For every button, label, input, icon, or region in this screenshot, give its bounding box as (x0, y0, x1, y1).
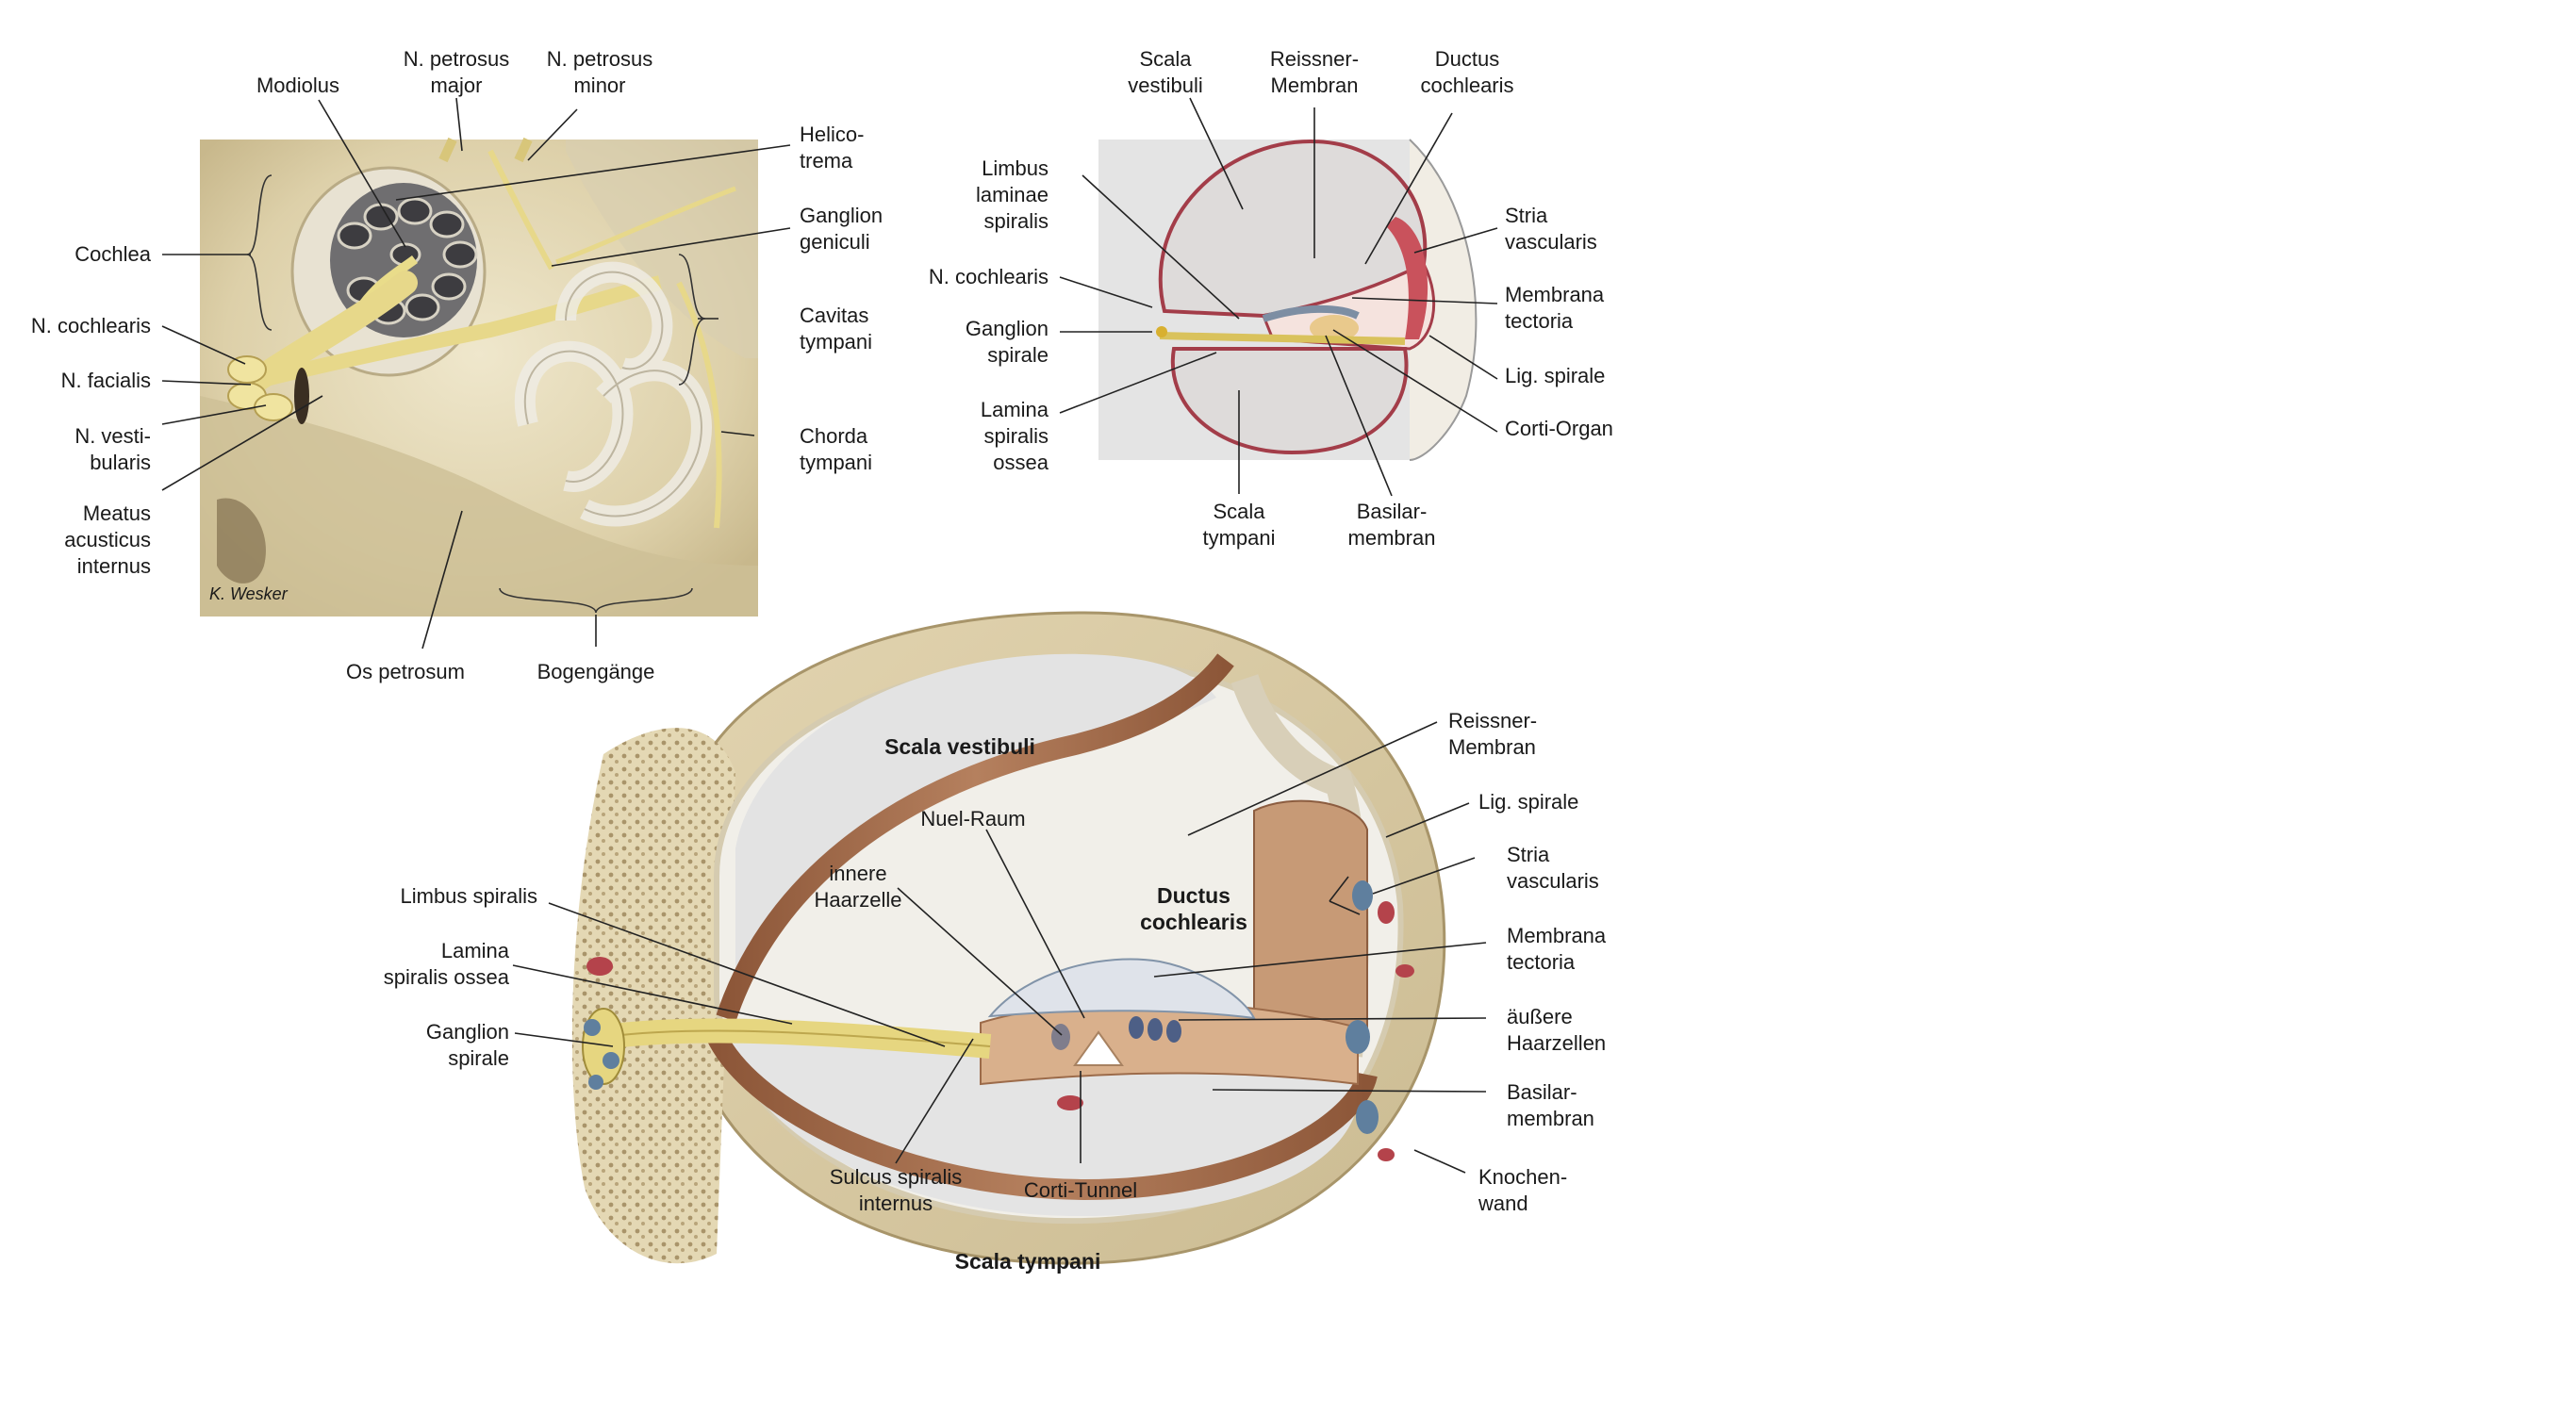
chorda-tympani-nerve (676, 281, 722, 529)
label-c-nuel-raum: Nuel-Raum (920, 807, 1025, 830)
label-os-petrosum: Os petrosum (346, 660, 465, 683)
bone-cavity (217, 498, 266, 584)
label-b-ganglion-spirale: Ganglion spirale (966, 317, 1049, 367)
ganglion-spirale-cells (582, 1008, 625, 1090)
schematic-scala-tympani (1170, 347, 1409, 455)
figure-a-labels: Modiolus N. petrosus major N. petrosus min… (31, 47, 883, 683)
bogengaenge-brace (499, 587, 693, 614)
leader-lines (161, 97, 1498, 1174)
label-meatus-acusticus-internus: Meatus acusticus internus (64, 501, 151, 578)
label-chorda-tympani: Chorda tympani (800, 424, 872, 474)
label-c-stria-vascularis: Stria vascularis (1507, 843, 1599, 893)
label-c-innere-haarzelle: innere Haarzelle (815, 862, 902, 912)
label-c-lamina-spiralis-ossea: Lamina spiralis ossea (384, 939, 510, 989)
modiolus-spongy-bone (571, 728, 735, 1264)
label-bogengaenge: Bogengänge (537, 660, 655, 683)
label-c-knochenwand: Knochen-wand (1478, 1165, 1567, 1215)
cavitas-tympani-brace (678, 254, 706, 386)
petrosus-minor-stub (514, 137, 533, 163)
bogengaenge-canals-outline (523, 271, 702, 518)
label-c-reissner-membran: Reissner-Membran (1448, 709, 1537, 759)
artist-signature: K. Wesker (209, 584, 289, 603)
reissner-lining (716, 653, 1234, 1022)
label-b-basilarmembran: Basilar-membran (1348, 500, 1436, 550)
label-c-scala-tympani: Scala tympani (955, 1249, 1101, 1274)
hair-cells (1051, 1016, 1181, 1050)
label-cochlea: Cochlea (74, 242, 151, 266)
n-petrosus-minor-nerve (555, 186, 736, 265)
schematic-corti-organ (1310, 315, 1359, 341)
label-helicotrema: Helico-trema (800, 123, 864, 173)
label-c-corti-tunnel: Corti-Tunnel (1024, 1178, 1137, 1202)
figure-a-illustration: K. Wesker (200, 137, 758, 617)
label-ganglion-geniculi: Ganglion geniculi (800, 204, 883, 254)
label-cavitas-tympani: Cavitas tympani (800, 304, 872, 354)
corti-tunnel-shape (1073, 1030, 1124, 1066)
label-c-sulcus-spiralis-internus: Sulcus spiralis internus (830, 1165, 963, 1215)
label-c-membrana-tectoria: Membrana tectoria (1507, 924, 1607, 974)
os-petrosum-ridge (200, 396, 758, 617)
label-c-limbus-spiralis: Limbus spiralis (401, 884, 538, 908)
cochlea-brace (246, 174, 272, 331)
label-c-aeussere-haarzellen: äußere Haarzellen (1507, 1005, 1606, 1055)
braces (246, 174, 1361, 915)
label-b-scala-tympani: Scala tympani (1202, 500, 1275, 550)
membrana-tectoria-shape (987, 958, 1256, 1020)
scala-tympani-lining (707, 1031, 1378, 1201)
figure-b-labels: Scala vestibuli Reissner-Membran Ductus co… (929, 47, 1613, 550)
label-b-reissner-membran: Reissner-Membran (1270, 47, 1359, 97)
label-n-petrosus-minor: N. petrosus minor (547, 47, 653, 97)
figure-c-illustration (571, 611, 1446, 1265)
label-c-lig-spirale: Lig. spirale (1478, 790, 1578, 814)
label-modiolus: Modiolus (256, 74, 339, 97)
label-b-lig-spirale: Lig. spirale (1505, 364, 1605, 387)
schematic-lamina-nerve (1159, 332, 1406, 345)
label-b-membrana-tectoria: Membrana tectoria (1505, 283, 1605, 333)
label-n-petrosus-major: N. petrosus major (404, 47, 510, 97)
label-c-scala-vestibuli: Scala vestibuli (884, 734, 1035, 759)
label-n-cochlearis-a: N. cochlearis (31, 314, 151, 337)
schematic-ganglion (1156, 326, 1167, 337)
label-b-scala-vestibuli: Scala vestibuli (1128, 47, 1202, 97)
label-c-ductus-cochlearis: Ductus cochlearis (1140, 883, 1247, 934)
nerve-bundle (227, 271, 662, 424)
label-b-lamina-spiralis-ossea: Lamina spiralis ossea (981, 398, 1049, 474)
lamina-nerve-outline (603, 1029, 991, 1047)
label-b-ductus-cochlearis: Ductus cochlearis (1420, 47, 1513, 97)
label-b-stria-vascularis: Stria vascularis (1505, 204, 1597, 254)
schematic-bone-rim (1409, 139, 1478, 461)
petrosus-major-stub (438, 137, 457, 163)
scala-vestibuli-region (735, 653, 1216, 999)
label-b-corti-organ: Corti-Organ (1505, 417, 1613, 440)
schematic-stria-vascularis (1386, 217, 1428, 339)
label-n-vestibularis: N. vesti-bularis (74, 424, 151, 474)
label-c-ganglion-spirale: Ganglion spirale (426, 1020, 509, 1070)
label-c-basilarmembran: Basilar-membran (1507, 1080, 1594, 1130)
figure-b-schematic (1098, 139, 1478, 461)
blood-vessels (586, 880, 1414, 1161)
schematic-membrana-tectoria (1262, 304, 1360, 322)
stria-vascularis-tissue (1253, 799, 1368, 1043)
figure-c-labels: Scala vestibuli Reissner-Membran Lig. sp… (384, 709, 1607, 1274)
label-b-n-cochlearis: N. cochlearis (929, 265, 1049, 288)
label-n-facialis: N. facialis (61, 369, 151, 392)
label-b-limbus-laminae-spiralis: Limbus laminae spiralis (976, 156, 1049, 233)
n-petrosus-major-nerve (487, 149, 554, 271)
